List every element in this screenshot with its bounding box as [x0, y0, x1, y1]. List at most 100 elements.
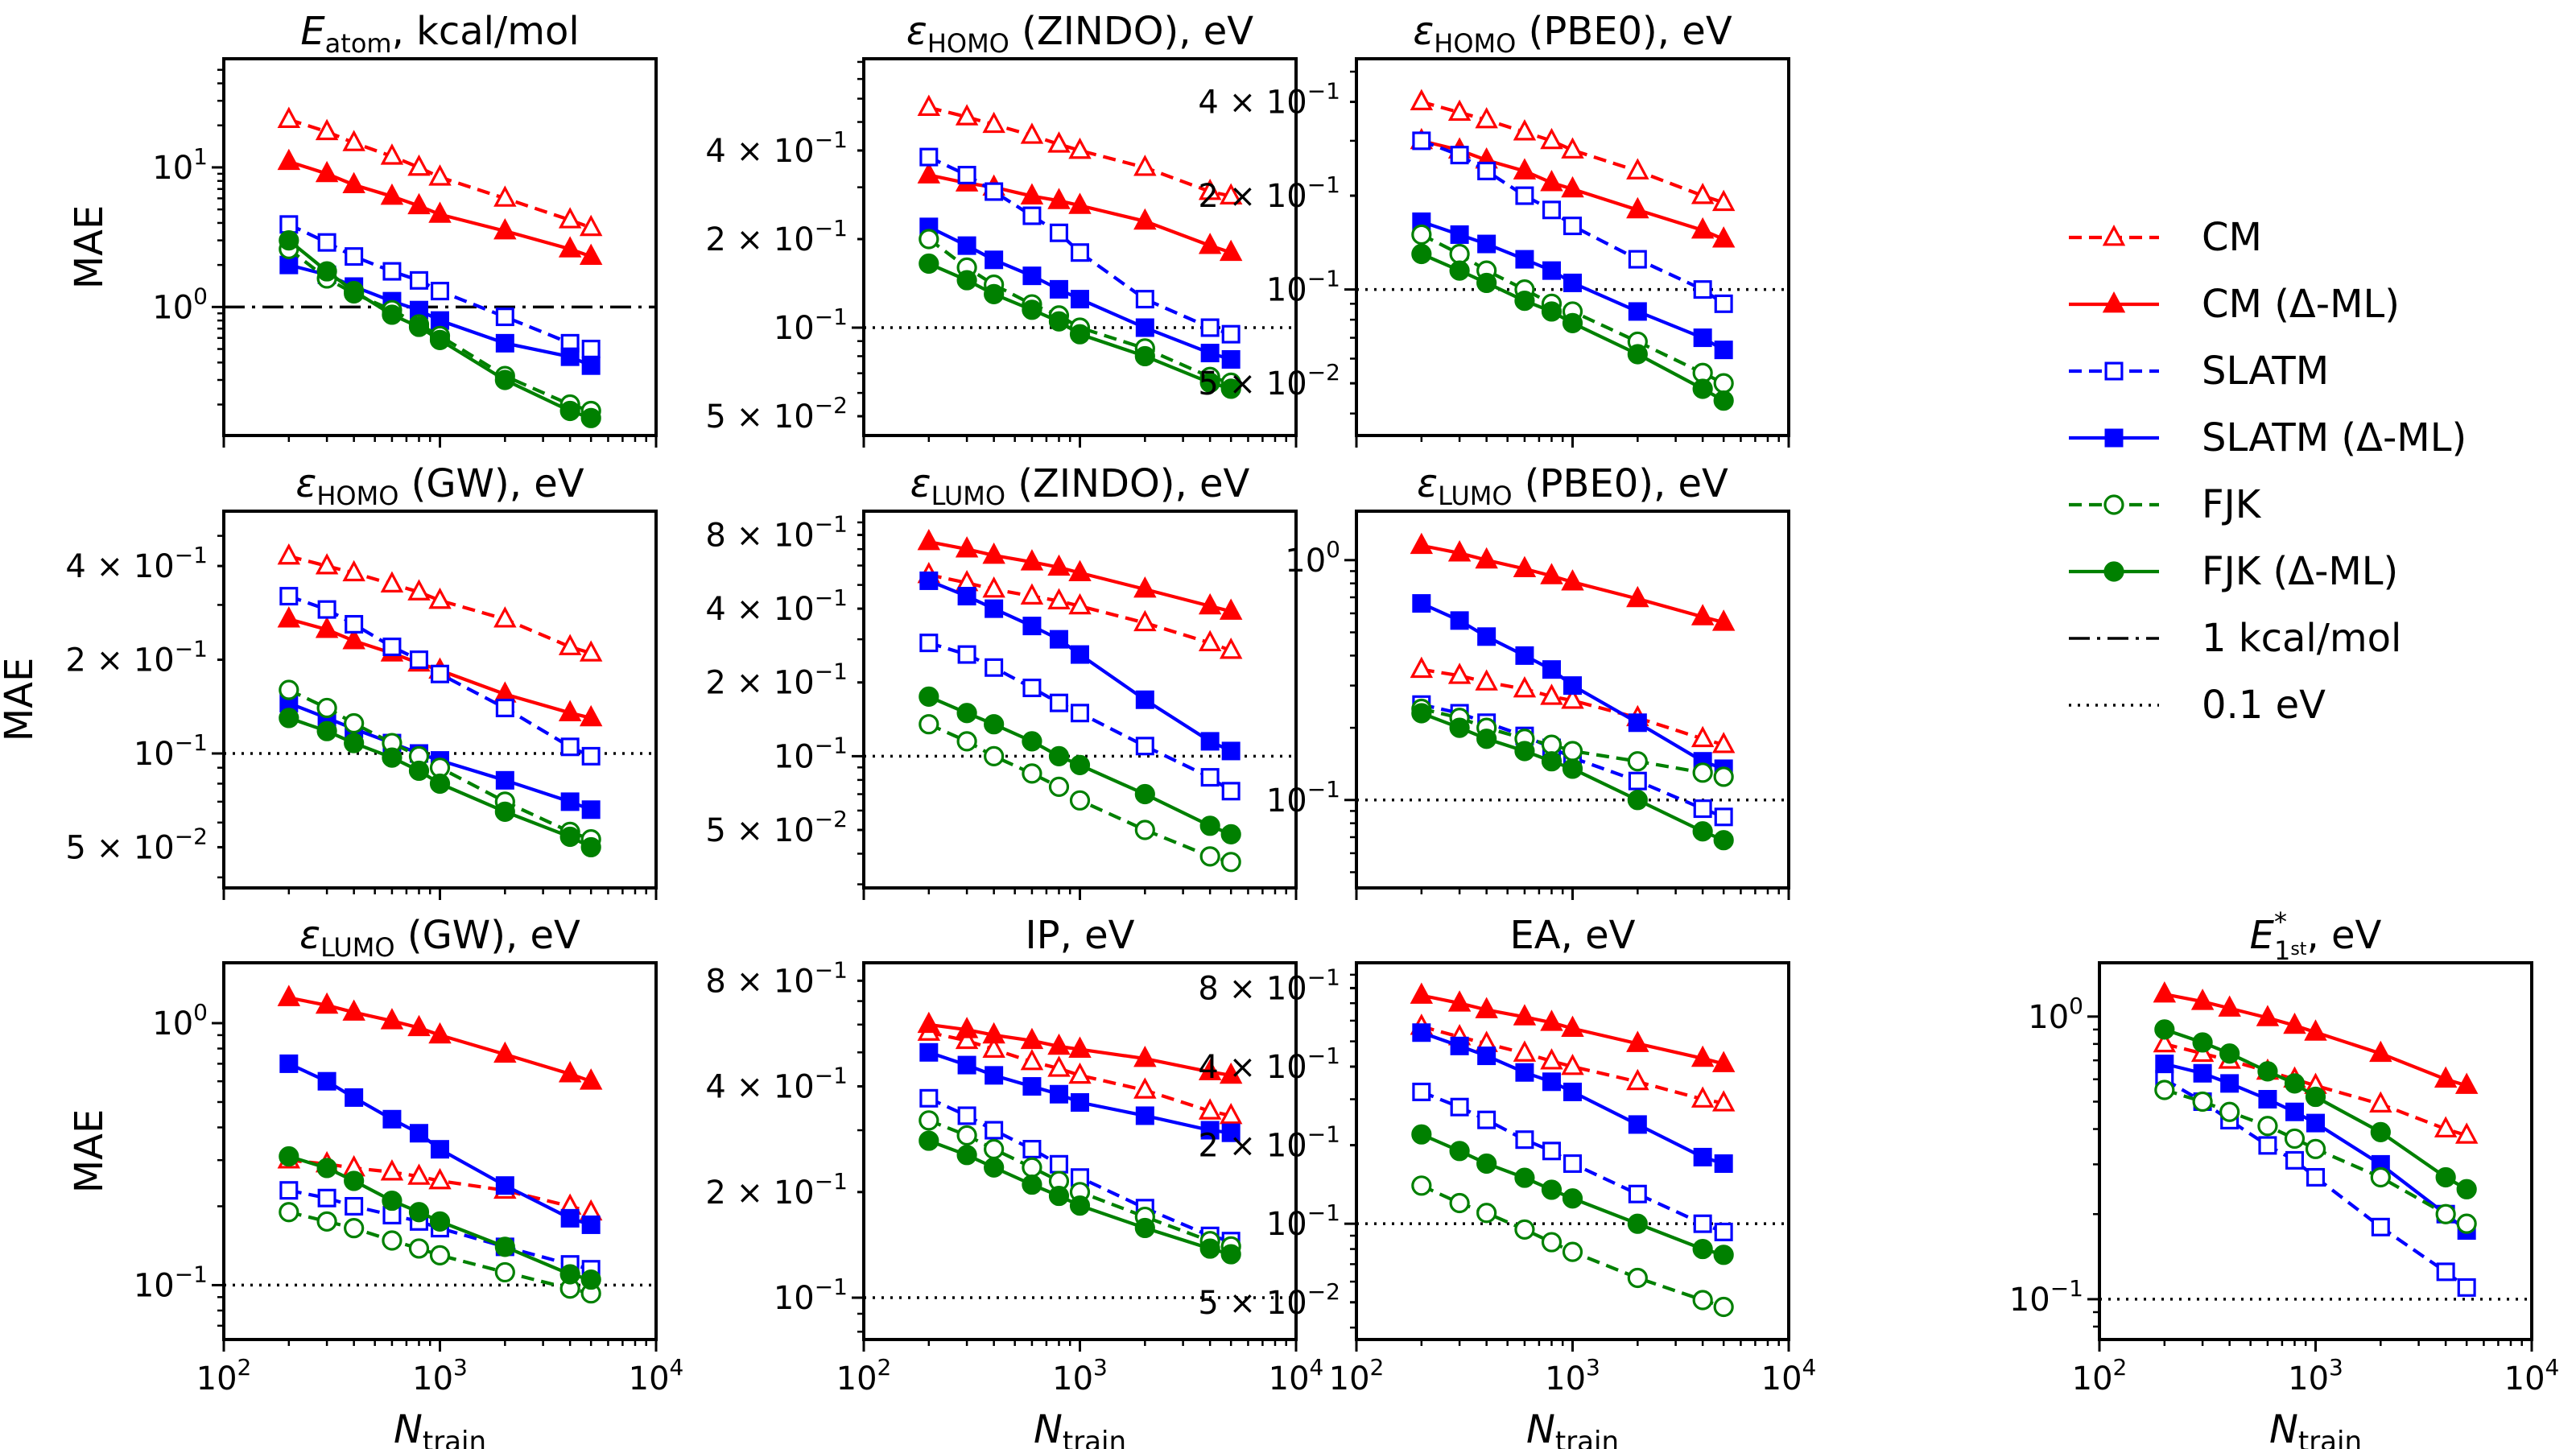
data-point: [342, 628, 365, 650]
data-point: [495, 770, 514, 790]
series-group: [1410, 89, 1736, 411]
series-group: [1410, 982, 1736, 1318]
y-tick-label: 100: [1285, 536, 1340, 580]
data-point: [1711, 732, 1736, 753]
data-point: [1626, 1068, 1649, 1091]
series-cm: [277, 543, 603, 662]
data-point: [1447, 990, 1472, 1012]
series-slatm_dml: [919, 1042, 1241, 1142]
x-tick-label: 103: [1545, 1354, 1600, 1397]
y-tick-label: 10−1: [1266, 776, 1340, 819]
data-point: [1047, 1055, 1071, 1077]
data-point: [579, 640, 603, 662]
data-point: [2435, 1203, 2456, 1224]
data-point: [1221, 741, 1241, 761]
data-point: [558, 236, 582, 258]
data-point: [917, 529, 941, 551]
data-point: [1628, 713, 1647, 733]
data-point: [1476, 1203, 1497, 1224]
data-point: [380, 1159, 404, 1181]
legend-item-slatm_dml: SLATM (Δ-ML): [2069, 415, 2467, 460]
data-point: [919, 1110, 939, 1131]
data-point: [1219, 638, 1243, 659]
plot-frame: [862, 57, 1298, 437]
data-point: [1022, 731, 1042, 752]
series-fjk: [1411, 1175, 1734, 1318]
data-point: [1542, 261, 1561, 280]
data-point: [1541, 1232, 1563, 1253]
data-point: [1515, 1063, 1534, 1082]
series-slatm_dml: [279, 1054, 601, 1234]
legend-marker: [2103, 561, 2124, 582]
x-major-ticks: [222, 436, 658, 448]
data-point: [342, 130, 365, 151]
plot-frame: [1355, 961, 1790, 1341]
data-point: [1070, 1092, 1089, 1112]
data-point: [380, 183, 404, 205]
y-tick-labels: 10−1 100: [134, 999, 224, 1304]
data-point: [1477, 1046, 1496, 1066]
data-point: [1513, 158, 1537, 180]
data-point: [429, 329, 451, 350]
data-point: [1690, 183, 1715, 204]
series-slatm_dml: [1412, 594, 1733, 778]
data-point: [2283, 1012, 2306, 1034]
data-point: [1134, 783, 1155, 805]
y-tick-label: 8 × 10−1: [1198, 964, 1340, 1007]
x-major-ticks: 102 103 104: [196, 1340, 683, 1397]
data-point: [956, 703, 977, 724]
data-point: [495, 333, 514, 353]
data-point: [380, 571, 404, 592]
data-point: [1449, 260, 1470, 281]
data-point: [2370, 1121, 2391, 1142]
y-tick-label: 2 × 10−1: [1198, 1121, 1340, 1165]
chart-panel-e_first: E* 1st, eV 102 103 104 10−1 100 Ntrain: [2009, 906, 2560, 1449]
data-point: [430, 664, 449, 683]
data-point: [1561, 137, 1584, 159]
y-tick-label: 5 × 10−2: [65, 823, 208, 866]
x-tick-label: 102: [1329, 1354, 1385, 1397]
data-point: [1198, 1098, 1222, 1120]
panel-title: E* 1st, eV: [2250, 906, 2382, 966]
data-point: [1447, 99, 1472, 122]
series-line: [928, 105, 1232, 198]
data-point: [342, 559, 365, 582]
data-point: [917, 94, 941, 116]
data-point: [955, 104, 979, 126]
data-point: [1692, 378, 1713, 399]
data-point: [1047, 131, 1071, 153]
data-point: [1135, 737, 1154, 756]
y-tick-label: 4 × 10−1: [1198, 78, 1340, 122]
data-point: [1692, 1238, 1713, 1260]
data-point: [494, 1236, 515, 1257]
series-cm_dml: [1410, 982, 1736, 1072]
data-point: [1713, 390, 1734, 411]
data-point: [380, 1008, 404, 1030]
plot-frame: [862, 510, 1298, 890]
series-line: [2164, 1042, 2467, 1137]
data-point: [1627, 1267, 1648, 1289]
data-point: [1449, 717, 1470, 738]
y-tick-label: 2 × 10−1: [1198, 171, 1340, 215]
series-line: [1421, 100, 1724, 204]
data-point: [2257, 1116, 2278, 1137]
y-tick-label: 5 × 10−2: [705, 392, 848, 436]
chart-panel-e_atom: Eatom, kcal/mol 100 101 MAE: [67, 9, 658, 448]
series-line: [928, 1030, 1232, 1118]
series-slatm: [279, 215, 601, 359]
series-group: [277, 985, 603, 1304]
y-tick-label: 2 × 10−1: [65, 636, 208, 679]
data-point: [1447, 663, 1472, 684]
data-point: [1047, 554, 1071, 576]
series-cm: [1410, 656, 1736, 753]
data-point: [1476, 1153, 1497, 1174]
data-point: [495, 308, 514, 327]
x-axis-label: Ntrain: [1526, 1407, 1619, 1449]
data-point: [581, 356, 601, 375]
data-point: [1219, 183, 1243, 204]
series-slatm_dml: [1412, 1023, 1733, 1173]
data-point: [1477, 1110, 1496, 1129]
chart-panel-homo_pbe0: εHOMO (PBE0), eV 5 × 10−2 10−1 2 × 10−1 4 × …: [1198, 9, 1790, 448]
data-point: [2304, 1019, 2327, 1041]
